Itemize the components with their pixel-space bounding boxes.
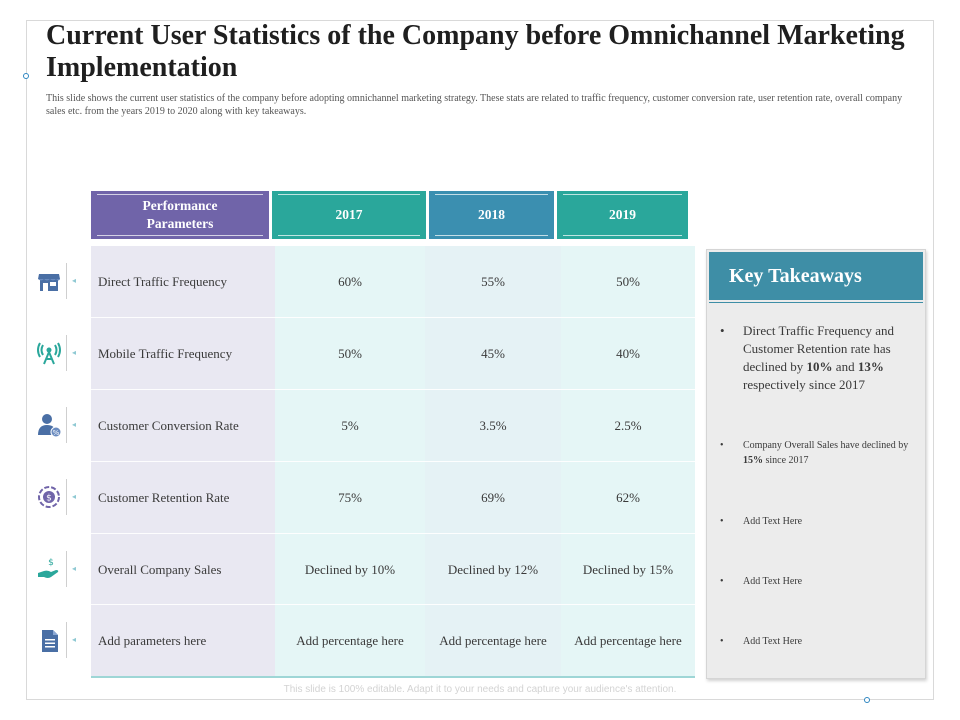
value-2019: 2.5%: [614, 418, 642, 433]
value-2019: 50%: [616, 274, 640, 289]
header-2018: 2018: [429, 191, 554, 239]
row-connector: [66, 263, 67, 299]
value-2018: 45%: [481, 346, 505, 361]
store-icon: [34, 266, 64, 296]
param-cell: Overall Company Sales: [98, 562, 222, 577]
takeaway-item: • Add Text Here: [720, 516, 803, 527]
connector-arrow-icon: ◂: [72, 564, 77, 573]
row-connector: [66, 479, 67, 515]
value-2018: 69%: [481, 490, 505, 505]
wifi-tower-icon: [34, 338, 64, 368]
value-2017: Add percentage here: [296, 633, 404, 648]
param-cell: Direct Traffic Frequency: [98, 274, 228, 289]
connector-arrow-icon: ◂: [72, 635, 77, 644]
row-connector: [66, 407, 67, 443]
bullet-icon: •: [720, 576, 724, 587]
row-separator: [91, 533, 695, 534]
row-connector: [66, 622, 67, 658]
row-separator: [91, 317, 695, 318]
value-2017: 5%: [341, 418, 359, 433]
param-cell: Mobile Traffic Frequency: [98, 346, 233, 361]
document-icon: [34, 626, 64, 656]
param-cell: Customer Retention Rate: [98, 490, 230, 505]
value-2018: 3.5%: [479, 418, 507, 433]
value-2019: 62%: [616, 490, 640, 505]
row-connector: [66, 335, 67, 371]
row-separator: [91, 389, 695, 390]
value-2019: 40%: [616, 346, 640, 361]
dollar-cycle-icon: $: [34, 482, 64, 512]
bullet-icon: •: [720, 323, 725, 338]
slide-frame: [26, 20, 934, 700]
value-2017: 50%: [338, 346, 362, 361]
row-separator: [91, 461, 695, 462]
value-2017: Declined by 10%: [304, 562, 396, 577]
svg-text:$: $: [48, 558, 54, 568]
param-cell: Add parameters here: [98, 633, 207, 648]
key-takeaways-panel: [706, 249, 926, 679]
bullet-icon: •: [720, 516, 724, 527]
header-2017: 2017: [272, 191, 426, 239]
slide-subtitle: This slide shows the current user statis…: [46, 93, 903, 117]
takeaway-item: • Company Overall Sales have declined by…: [720, 440, 909, 466]
value-2017: 60%: [338, 274, 362, 289]
param-cell: Customer Conversion Rate: [98, 418, 239, 433]
takeaway-item: • Direct Traffic Frequency and Customer …: [720, 323, 895, 392]
hand-coin-icon: $: [34, 554, 64, 584]
svg-text:%: %: [53, 429, 60, 437]
slide-title: Current User Statistics of the Company b…: [46, 20, 905, 83]
header-performance-parameters: Performance Parameters: [91, 191, 269, 239]
bullet-icon: •: [720, 636, 724, 647]
connector-arrow-icon: ◂: [72, 420, 77, 429]
connector-arrow-icon: ◂: [72, 276, 77, 285]
value-2018: Add percentage here: [439, 633, 547, 648]
takeaway-item: • Add Text Here: [720, 576, 803, 587]
frame-dot-bottom: [864, 697, 870, 703]
slide-footer: This slide is 100% editable. Adapt it to…: [283, 684, 677, 695]
value-2018: Declined by 12%: [447, 562, 539, 577]
value-2019: Declined by 15%: [582, 562, 674, 577]
takeaway-item: • Add Text Here: [720, 636, 803, 647]
header-2019: 2019: [557, 191, 688, 239]
svg-text:$: $: [46, 494, 52, 504]
user-percent-icon: %: [34, 410, 64, 440]
value-2017: 75%: [338, 490, 362, 505]
value-2018: 55%: [481, 274, 505, 289]
bullet-icon: •: [720, 440, 724, 451]
value-2019: Add percentage here: [574, 633, 682, 648]
row-connector: [66, 551, 67, 587]
connector-arrow-icon: ◂: [72, 348, 77, 357]
table-bottom-line: [91, 676, 695, 678]
key-takeaways-heading: Key Takeaways: [709, 252, 923, 303]
connector-arrow-icon: ◂: [72, 492, 77, 501]
frame-dot-left: [23, 73, 29, 79]
row-separator: [91, 604, 695, 605]
